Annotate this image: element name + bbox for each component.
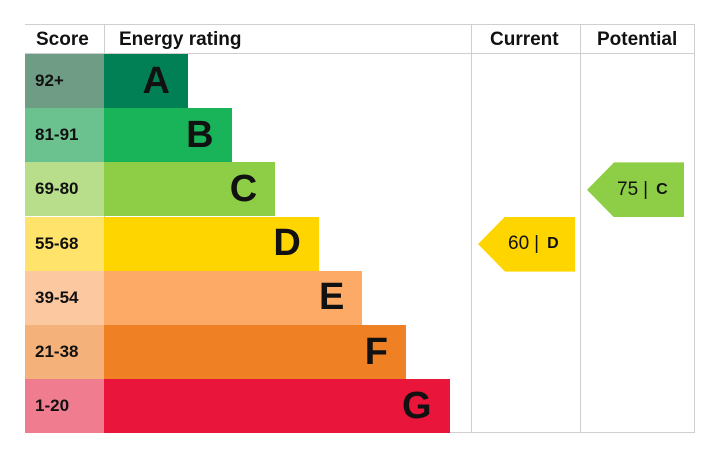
score-band-a: 92+ (25, 54, 104, 108)
rating-bar-c: C (104, 162, 276, 217)
right-border (694, 24, 695, 433)
score-band-f: 21-38 (25, 325, 104, 379)
column-divider-current (580, 24, 581, 433)
current-rating-marker-value: 60 (508, 233, 530, 255)
rating-bar-e: E (104, 270, 363, 325)
score-band-d: 55-68 (25, 216, 104, 271)
rating-bar-g: G (104, 379, 450, 434)
rating-bar-a: A (104, 54, 188, 108)
current-header: Current (490, 29, 559, 50)
potential-rating-marker-letter: C (656, 180, 668, 198)
current-rating-marker-letter: D (547, 235, 559, 253)
potential-header: Potential (597, 29, 678, 50)
rating-bar-b: B (104, 108, 232, 163)
score-header: Score (36, 29, 89, 50)
energy-rating-header: Energy rating (119, 29, 242, 50)
rating-bar-f: F (104, 325, 406, 379)
potential-rating-marker: 75 | C (587, 162, 684, 218)
potential-rating-marker-value: 75 (617, 178, 639, 200)
score-band-e: 39-54 (25, 270, 104, 325)
score-band-g: 1-20 (25, 379, 104, 434)
current-rating-marker-separator: | (534, 233, 540, 255)
header-divider (25, 53, 695, 54)
score-band-b: 81-91 (25, 108, 104, 163)
score-band-c: 69-80 (25, 162, 104, 217)
top-border (25, 24, 695, 25)
potential-rating-marker-separator: | (643, 178, 649, 200)
rating-bar-d: D (104, 216, 319, 271)
current-rating-marker: 60 | D (478, 216, 575, 272)
column-divider-rating (471, 24, 472, 433)
energy-rating-chart: Score Energy rating Current Potential 92… (25, 24, 695, 434)
